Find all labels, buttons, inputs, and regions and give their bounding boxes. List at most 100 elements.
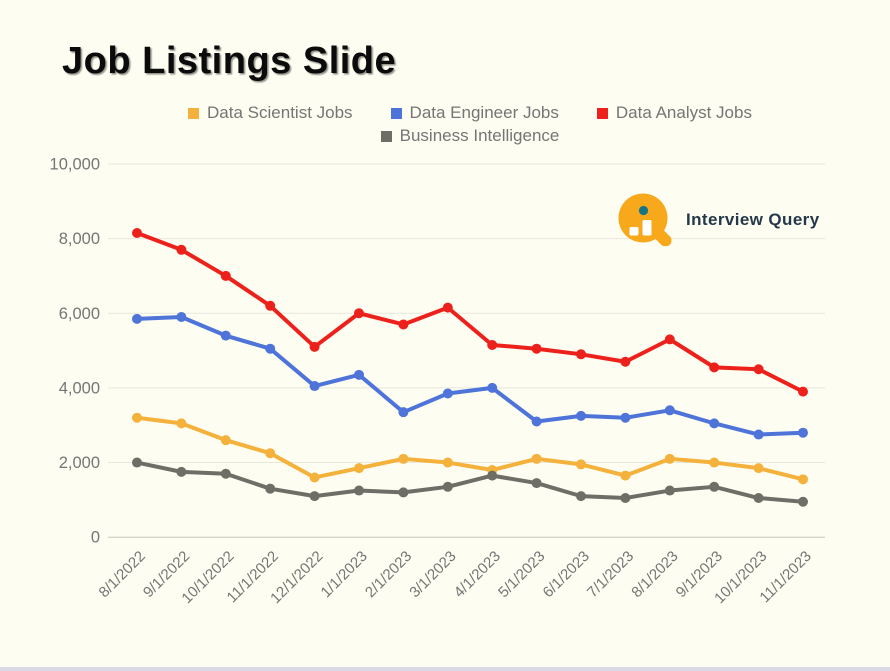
data-point-data-analyst-jobs bbox=[442, 302, 453, 313]
y-axis-tick-label: 0 bbox=[91, 529, 100, 547]
data-point-business-intelligence bbox=[442, 481, 453, 492]
y-axis-tick-label: 4,000 bbox=[59, 379, 100, 397]
data-point-data-scientist-jobs bbox=[620, 470, 631, 481]
data-point-data-analyst-jobs bbox=[709, 362, 720, 373]
data-point-business-intelligence bbox=[398, 487, 409, 498]
data-point-data-scientist-jobs bbox=[709, 457, 720, 468]
data-point-business-intelligence bbox=[487, 470, 498, 481]
data-point-data-analyst-jobs bbox=[220, 270, 231, 281]
data-point-data-engineer-jobs bbox=[265, 343, 276, 354]
data-point-data-scientist-jobs bbox=[442, 457, 453, 468]
data-point-business-intelligence bbox=[354, 485, 364, 496]
x-axis-tick-label: 5/1/2023 bbox=[495, 548, 548, 601]
data-point-business-intelligence bbox=[531, 478, 542, 489]
legend-label: Data Scientist Jobs bbox=[207, 103, 353, 122]
legend-item-data-analyst-jobs: Data Analyst Jobs bbox=[596, 103, 752, 123]
data-point-business-intelligence bbox=[620, 493, 631, 504]
data-point-business-intelligence bbox=[132, 457, 142, 468]
series-line-business-intelligence bbox=[135, 460, 805, 504]
data-point-data-engineer-jobs bbox=[487, 382, 498, 393]
data-point-business-intelligence bbox=[176, 466, 187, 477]
x-axis-tick-label: 8/1/2023 bbox=[628, 548, 681, 601]
data-point-data-analyst-jobs bbox=[132, 228, 142, 239]
data-point-data-scientist-jobs bbox=[354, 463, 364, 474]
legend-item-business-intelligence: Business Intelligence bbox=[380, 126, 560, 146]
data-point-data-scientist-jobs bbox=[398, 453, 409, 464]
magnifier-bar-chart-icon bbox=[618, 193, 672, 246]
data-point-data-scientist-jobs bbox=[664, 453, 675, 464]
data-point-data-scientist-jobs bbox=[753, 463, 764, 474]
logo-text: Interview Query bbox=[686, 210, 820, 229]
data-point-data-scientist-jobs bbox=[531, 453, 542, 464]
data-point-data-engineer-jobs bbox=[531, 416, 542, 427]
x-axis-tick-label: 7/1/2023 bbox=[584, 548, 637, 601]
x-axis-tick-label: 4/1/2023 bbox=[451, 548, 504, 601]
data-point-data-engineer-jobs bbox=[753, 429, 764, 440]
y-axis-tick-label: 8,000 bbox=[59, 230, 100, 248]
data-point-data-engineer-jobs bbox=[798, 427, 808, 438]
series-line-data-scientist-jobs bbox=[135, 415, 805, 482]
data-point-data-scientist-jobs bbox=[265, 448, 276, 459]
data-point-data-analyst-jobs bbox=[398, 319, 409, 330]
data-point-data-engineer-jobs bbox=[620, 412, 631, 423]
y-axis-tick-label: 2,000 bbox=[59, 454, 100, 472]
data-point-business-intelligence bbox=[709, 481, 720, 492]
footer-bar bbox=[0, 667, 890, 671]
y-axis-tick-label: 6,000 bbox=[59, 305, 100, 323]
data-point-data-scientist-jobs bbox=[132, 412, 142, 423]
data-point-data-analyst-jobs bbox=[576, 349, 586, 360]
data-point-business-intelligence bbox=[265, 483, 276, 494]
legend-label: Data Engineer Jobs bbox=[409, 103, 559, 122]
legend-swatch-icon bbox=[596, 107, 608, 119]
x-axis-tick-label: 8/1/2022 bbox=[96, 548, 149, 601]
data-point-business-intelligence bbox=[220, 468, 231, 479]
legend-label: Business Intelligence bbox=[399, 126, 560, 145]
data-point-data-scientist-jobs bbox=[576, 459, 586, 470]
data-point-business-intelligence bbox=[664, 485, 675, 496]
legend-swatch-icon bbox=[188, 107, 200, 119]
legend-label: Data Analyst Jobs bbox=[615, 103, 752, 122]
data-point-data-scientist-jobs bbox=[176, 418, 187, 429]
interview-query-logo: Interview Query bbox=[616, 190, 820, 246]
data-point-data-analyst-jobs bbox=[753, 364, 764, 375]
data-point-data-scientist-jobs bbox=[798, 474, 808, 485]
data-point-data-analyst-jobs bbox=[664, 334, 675, 345]
data-point-data-scientist-jobs bbox=[309, 472, 320, 483]
x-axis-tick-label: 6/1/2023 bbox=[540, 548, 593, 601]
series-line-data-analyst-jobs bbox=[135, 231, 805, 394]
x-axis-tick-label: 3/1/2023 bbox=[406, 548, 459, 601]
x-axis-tick-label: 2/1/2023 bbox=[362, 548, 415, 601]
series-line-data-engineer-jobs bbox=[135, 314, 805, 437]
data-point-data-engineer-jobs bbox=[442, 388, 453, 399]
data-point-business-intelligence bbox=[309, 491, 320, 502]
chart-legend: Data Scientist Jobs Data Engineer Jobs Dat… bbox=[100, 103, 840, 146]
y-axis-tick-label: 10,000 bbox=[50, 155, 100, 173]
data-point-data-analyst-jobs bbox=[265, 300, 276, 311]
data-point-data-engineer-jobs bbox=[576, 410, 586, 421]
data-point-data-engineer-jobs bbox=[664, 405, 675, 416]
legend-swatch-icon bbox=[380, 130, 392, 142]
data-point-data-analyst-jobs bbox=[176, 244, 187, 255]
data-point-data-engineer-jobs bbox=[309, 381, 320, 392]
legend-item-data-scientist-jobs: Data Scientist Jobs bbox=[188, 103, 353, 123]
data-point-data-analyst-jobs bbox=[309, 341, 320, 352]
data-point-data-analyst-jobs bbox=[798, 386, 808, 397]
data-point-data-engineer-jobs bbox=[398, 407, 409, 418]
data-point-business-intelligence bbox=[576, 491, 586, 502]
data-point-business-intelligence bbox=[753, 493, 764, 504]
x-axis-tick-label: 1/1/2023 bbox=[318, 548, 371, 601]
data-point-data-analyst-jobs bbox=[531, 343, 542, 354]
legend-swatch-icon bbox=[390, 107, 402, 119]
page-title: Job Listings Slide bbox=[62, 40, 397, 82]
data-point-data-engineer-jobs bbox=[354, 369, 364, 380]
data-point-data-scientist-jobs bbox=[220, 435, 231, 446]
data-point-data-analyst-jobs bbox=[620, 356, 631, 367]
data-point-data-analyst-jobs bbox=[354, 308, 364, 319]
data-point-data-engineer-jobs bbox=[132, 313, 142, 324]
data-point-data-engineer-jobs bbox=[220, 330, 231, 341]
data-point-data-analyst-jobs bbox=[487, 339, 498, 350]
data-point-business-intelligence bbox=[798, 496, 808, 507]
legend-item-data-engineer-jobs: Data Engineer Jobs bbox=[390, 103, 559, 123]
